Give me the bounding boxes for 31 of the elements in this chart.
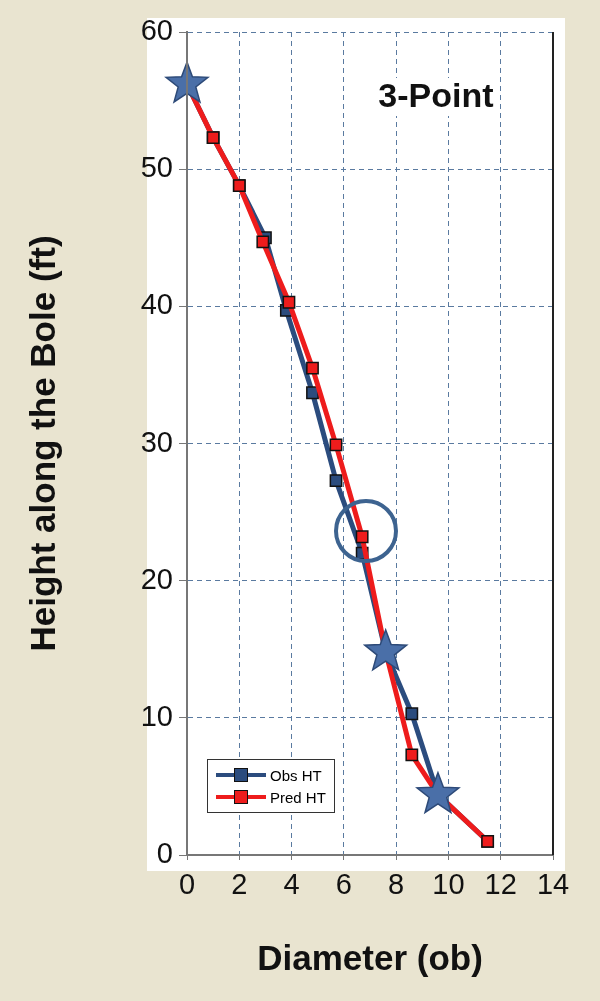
x-tick-label: 8 <box>388 868 405 901</box>
y-tick-label: 60 <box>140 14 173 46</box>
point <box>355 530 369 544</box>
text: 3-Point <box>378 76 494 114</box>
x-tick-label: 4 <box>283 868 300 901</box>
point <box>306 386 319 400</box>
point <box>405 707 419 721</box>
x-tick-label: 2 <box>231 868 248 901</box>
point <box>256 235 270 249</box>
y-axis-title: Height along the Bole (ft) <box>22 235 62 652</box>
point <box>329 438 343 452</box>
y-tick-label: 0 <box>156 837 173 869</box>
legend-label: Pred HT <box>270 788 326 806</box>
x-axis-title: Diameter (ob) <box>257 937 483 977</box>
x-tick-label: 6 <box>335 868 352 901</box>
y-tick-label: 10 <box>140 699 173 732</box>
point <box>282 295 296 309</box>
point <box>329 474 343 487</box>
point <box>416 771 460 814</box>
x-tick-label: 10 <box>432 868 465 901</box>
point <box>364 629 408 671</box>
point <box>405 748 419 762</box>
y-tick-label: 40 <box>140 288 173 321</box>
y-tick-label: 20 <box>140 562 173 595</box>
x-tick-label: 14 <box>536 868 570 901</box>
x-tick-label: 12 <box>484 868 517 901</box>
y-tick-label: 50 <box>140 151 173 184</box>
x-tick-label: 0 <box>178 868 196 901</box>
legend-label: Obs HT <box>270 766 322 784</box>
y-tick-label: 30 <box>140 425 173 458</box>
point <box>306 361 319 375</box>
